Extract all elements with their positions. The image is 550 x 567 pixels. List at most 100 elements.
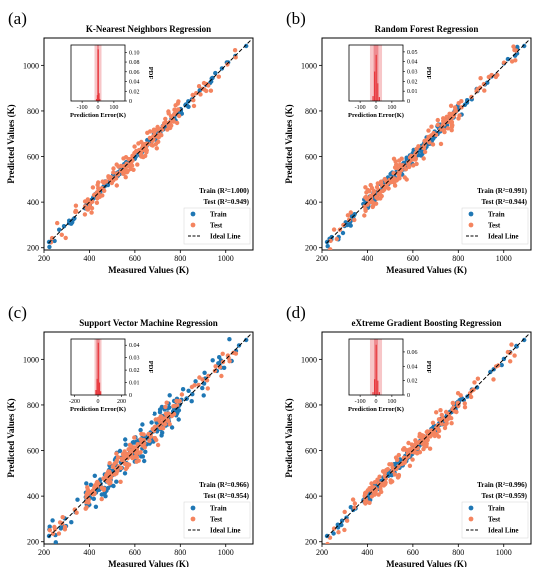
- inset-y-tick-label: 0.06: [407, 350, 418, 356]
- y-tick-label: 800: [305, 401, 317, 410]
- test-point: [162, 121, 167, 126]
- test-point: [328, 247, 333, 250]
- train-point: [485, 80, 490, 85]
- test-point: [469, 94, 474, 100]
- test-point: [443, 409, 449, 415]
- test-point: [60, 515, 65, 520]
- inset-y-tick-label: 0.10: [129, 50, 140, 56]
- test-point: [352, 217, 357, 223]
- train-r2-label: Train (R²=0.991): [477, 187, 528, 195]
- test-point: [508, 359, 513, 364]
- test-point: [107, 461, 112, 466]
- x-tick-label: 800: [452, 254, 464, 263]
- train-point: [169, 425, 175, 430]
- test-point: [400, 461, 406, 466]
- test-point: [132, 435, 137, 440]
- test-point: [456, 101, 461, 106]
- inset-hist-bar: [100, 391, 102, 395]
- test-point: [414, 450, 420, 456]
- test-point: [176, 99, 181, 104]
- test-point: [132, 144, 137, 149]
- test-point: [201, 80, 207, 86]
- x-tick-label: 400: [83, 548, 95, 557]
- test-point: [114, 458, 120, 463]
- test-point: [94, 200, 100, 205]
- legend-ideal-label: Ideal Line: [488, 233, 519, 241]
- test-point: [208, 88, 214, 93]
- train-point: [157, 410, 163, 415]
- axes-frame: [321, 37, 532, 251]
- chart-title: eXtreme Gradient Boosting Regression: [352, 318, 502, 328]
- test-point: [468, 394, 474, 400]
- test-point: [389, 462, 394, 467]
- test-point: [191, 103, 197, 109]
- test-point: [96, 180, 101, 185]
- test-point: [112, 472, 117, 477]
- test-point: [350, 497, 356, 502]
- test-point: [134, 447, 139, 453]
- test-point: [362, 213, 367, 218]
- test-point: [198, 92, 203, 97]
- legend-train-marker: [468, 505, 474, 511]
- train-point: [522, 43, 527, 49]
- test-point: [396, 176, 401, 181]
- test-point: [384, 183, 389, 188]
- x-axis-label: Measured Values (K): [386, 265, 467, 275]
- test-point: [110, 464, 116, 469]
- test-point: [118, 163, 124, 169]
- test-point: [104, 179, 109, 184]
- inset-y-tick-label: 0.06: [129, 70, 140, 76]
- legend-train-label: Train: [488, 211, 505, 219]
- test-point: [441, 122, 447, 127]
- train-point: [93, 504, 99, 509]
- test-point: [138, 450, 143, 455]
- x-axis-label: Measured Values (K): [386, 559, 467, 567]
- train-point: [91, 496, 97, 501]
- legend-ideal-label: Ideal Line: [210, 527, 241, 535]
- test-point: [131, 445, 137, 450]
- test-point: [73, 203, 79, 208]
- test-point: [144, 148, 149, 153]
- test-point: [436, 427, 441, 432]
- test-point: [449, 128, 454, 133]
- y-tick-label: 200: [305, 538, 317, 547]
- legend-test-label: Test: [488, 222, 501, 230]
- test-point: [163, 116, 168, 122]
- train-point: [180, 387, 186, 392]
- test-point: [86, 500, 91, 505]
- test-point: [172, 107, 177, 113]
- test-point: [164, 400, 169, 405]
- test-point: [404, 447, 409, 453]
- test-point: [392, 183, 398, 188]
- test-point: [385, 467, 390, 472]
- train-point: [92, 473, 98, 478]
- x-tick-label: 600: [407, 254, 419, 263]
- test-point: [457, 113, 462, 118]
- y-tick-label: 600: [27, 447, 39, 456]
- test-point: [462, 401, 467, 406]
- test-point: [55, 220, 60, 226]
- test-point: [59, 232, 64, 237]
- train-point: [50, 518, 55, 523]
- test-point: [462, 405, 468, 410]
- test-point: [403, 167, 409, 172]
- inset-x-tick-label: -100: [355, 105, 366, 111]
- test-point: [445, 126, 451, 131]
- train-point: [499, 362, 504, 368]
- test-point: [422, 138, 427, 144]
- inset-hist-bar: [97, 342, 99, 395]
- x-axis-label: Measured Values (K): [108, 265, 189, 275]
- test-point: [122, 449, 127, 454]
- y-tick-label: 600: [27, 153, 39, 162]
- test-point: [331, 227, 337, 232]
- train-point: [335, 524, 341, 529]
- panel-label: (d): [286, 303, 306, 322]
- y-tick-label: 800: [27, 401, 39, 410]
- test-point: [154, 146, 159, 151]
- inset-x-label: Prediction Error(K): [70, 406, 126, 413]
- panel-label: (c): [8, 303, 27, 322]
- test-point: [56, 531, 62, 536]
- test-point: [424, 444, 429, 449]
- legend-train-marker: [190, 211, 196, 217]
- x-tick-label: 400: [361, 548, 373, 557]
